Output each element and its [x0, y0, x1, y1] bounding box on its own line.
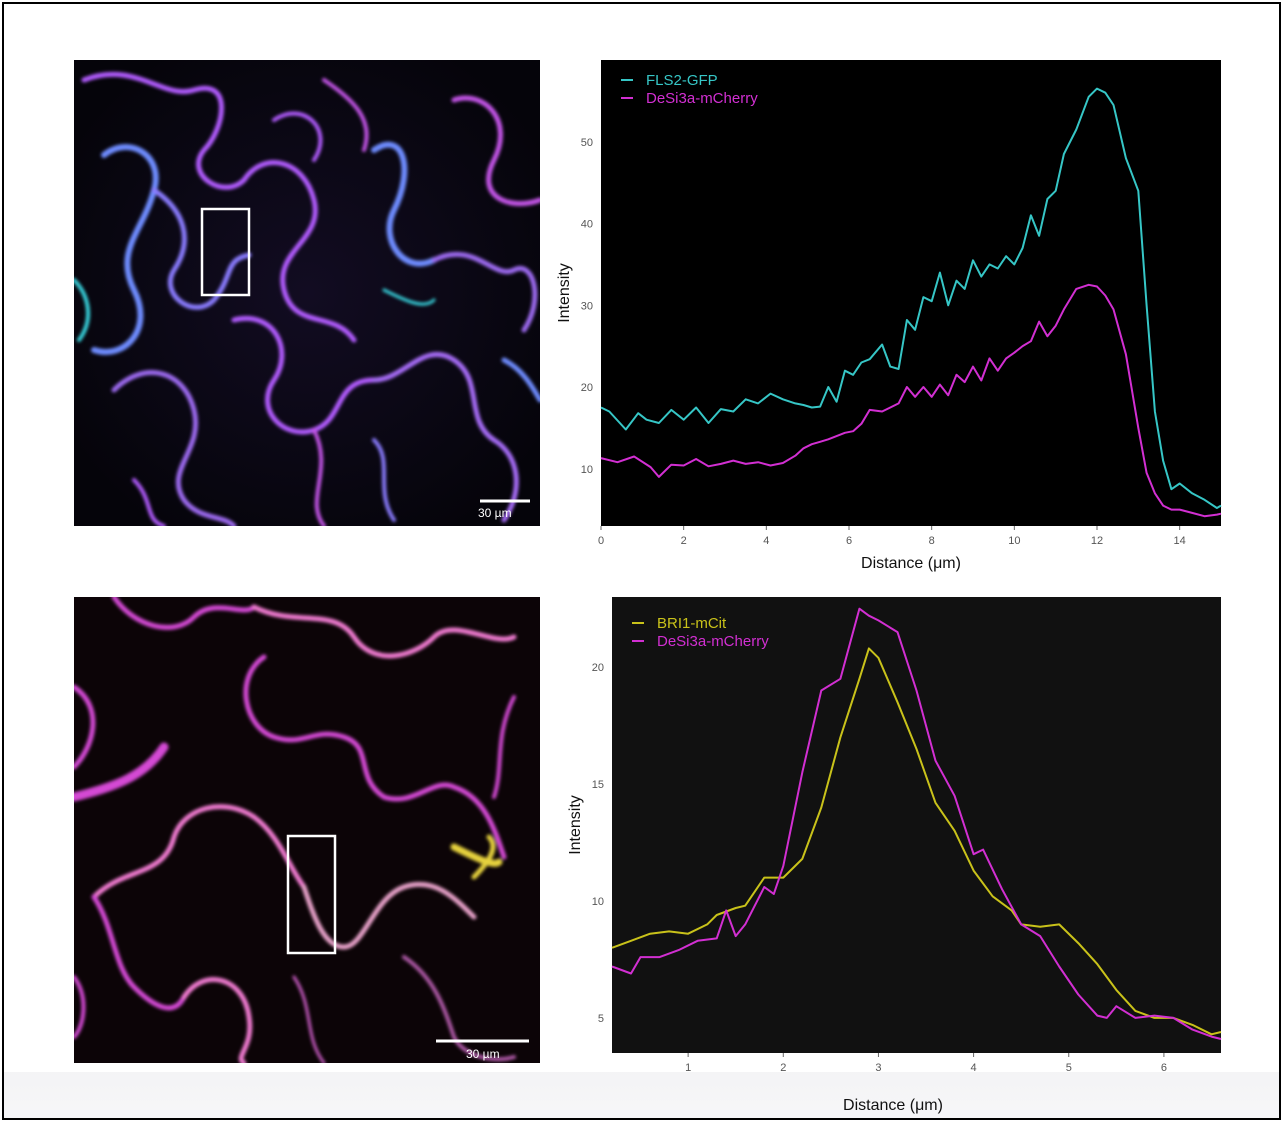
bottom-micrograph-cells [74, 597, 540, 1063]
legend-label: DeSi3a-mCherry [646, 90, 758, 107]
x-tick-label: 4 [971, 1062, 977, 1074]
bottom-intensity-chart: 1 2 3 4 5 6 5 10 15 20 Intensity BRI1-mCitDeSi3a-mC… [567, 597, 1222, 1074]
x-tick-label: 10 [1008, 535, 1020, 547]
series-line-1 [611, 607, 1222, 1040]
x-tick-label: 8 [929, 535, 935, 547]
series-line-0 [611, 647, 1222, 1036]
plot-area [612, 597, 1221, 1053]
top-intensity-chart: 0 2 4 6 8 10 12 14 10 20 30 40 50 Distance (μm) Intens… [556, 60, 1222, 572]
bottom-roi-box [286, 834, 337, 955]
legend-label: FLS2-GFP [646, 72, 718, 89]
top-micrograph: 30 µm [74, 60, 540, 526]
top-roi-box [200, 207, 251, 297]
x-tick-label: 6 [1161, 1062, 1167, 1074]
bottom-micrograph: 30 µm [74, 597, 540, 1063]
y-tick-label: 5 [598, 1013, 604, 1025]
top-micrograph-cells [74, 60, 540, 526]
y-tick-label: 40 [581, 219, 593, 231]
x-tick-label: 14 [1174, 535, 1186, 547]
y-axis-title: Intensity [556, 263, 573, 323]
x-tick-label: 4 [763, 535, 769, 547]
y-tick-label: 10 [581, 464, 593, 476]
bottom-overlay-bar [4, 1072, 1279, 1118]
x-tick-label: 0 [598, 535, 604, 547]
series-line-1 [600, 283, 1222, 518]
x-tick-label: 3 [875, 1062, 881, 1074]
y-tick-label: 20 [581, 382, 593, 394]
x-tick-label: 5 [1066, 1062, 1072, 1074]
y-tick-label: 15 [592, 779, 604, 791]
series-line-0 [600, 87, 1222, 509]
bottom-scale-bar-label: 30 µm [466, 1047, 500, 1061]
top-scale-bar-label: 30 µm [478, 506, 512, 520]
y-tick-label: 30 [581, 300, 593, 312]
x-tick-label: 2 [681, 535, 687, 547]
y-tick-label: 50 [581, 137, 593, 149]
plot-area [601, 60, 1221, 526]
x-axis-title: Distance (μm) [861, 555, 961, 572]
y-tick-label: 20 [592, 662, 604, 674]
legend-label: DeSi3a-mCherry [657, 633, 769, 650]
x-tick-label: 1 [685, 1062, 691, 1074]
x-tick-label: 2 [780, 1062, 786, 1074]
x-tick-label: 12 [1091, 535, 1103, 547]
legend-label: BRI1-mCit [657, 615, 727, 632]
y-axis-title: Intensity [567, 795, 584, 855]
y-tick-label: 10 [592, 896, 604, 908]
x-tick-label: 6 [846, 535, 852, 547]
